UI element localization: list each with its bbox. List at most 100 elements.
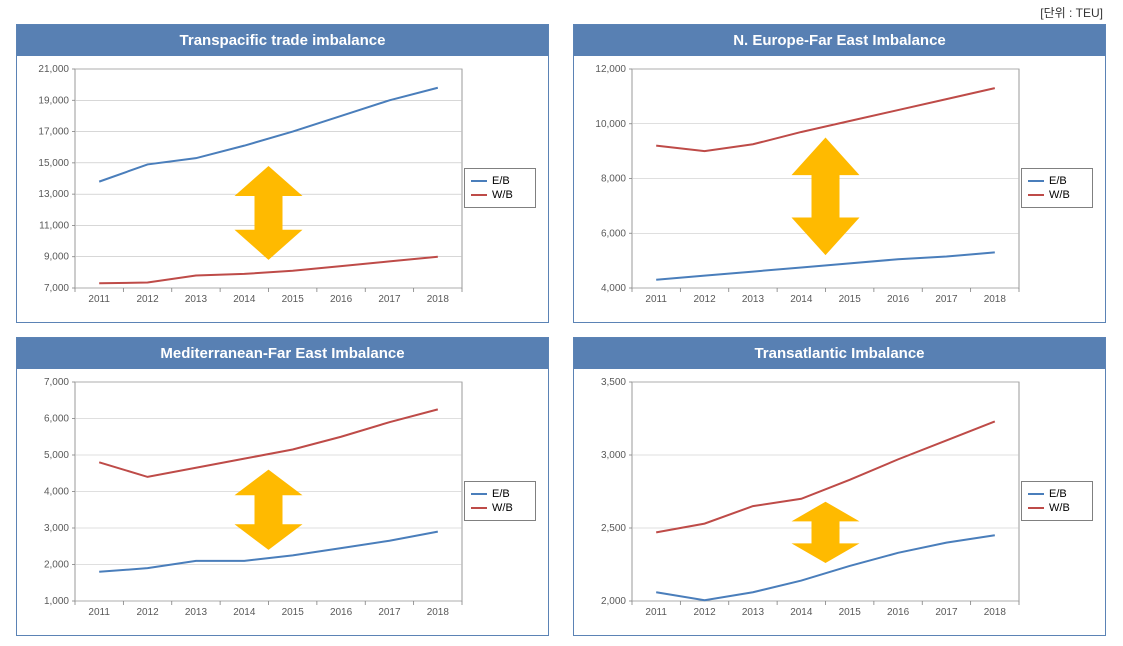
legend-label-wb: W/B <box>492 502 513 514</box>
svg-text:4,000: 4,000 <box>44 487 69 498</box>
legend: E/B W/B <box>1021 481 1093 521</box>
svg-text:3,500: 3,500 <box>601 377 626 388</box>
svg-text:2,000: 2,000 <box>44 560 69 571</box>
svg-text:9,000: 9,000 <box>44 252 69 263</box>
legend-swatch-eb <box>471 180 487 182</box>
svg-text:2016: 2016 <box>887 294 910 305</box>
svg-text:2012: 2012 <box>693 294 716 305</box>
svg-text:13,000: 13,000 <box>38 189 69 200</box>
svg-text:2011: 2011 <box>645 294 667 305</box>
panel-transpacific: Transpacific trade imbalance 7,000 9,000 1… <box>16 24 549 323</box>
svg-text:2,000: 2,000 <box>601 596 626 607</box>
page: [단위 : TEU] Transpacific trade imbalance … <box>0 0 1123 646</box>
svg-text:12,000: 12,000 <box>595 64 626 75</box>
svg-text:2017: 2017 <box>935 607 958 618</box>
legend-item-eb: E/B <box>471 175 529 187</box>
svg-text:2015: 2015 <box>282 294 305 305</box>
svg-text:3,000: 3,000 <box>601 450 626 461</box>
svg-text:2014: 2014 <box>790 607 813 618</box>
legend-swatch-wb <box>1028 507 1044 509</box>
legend-item-wb: W/B <box>1028 189 1086 201</box>
svg-text:2015: 2015 <box>839 607 862 618</box>
legend-item-eb: E/B <box>1028 175 1086 187</box>
legend-item-eb: E/B <box>471 488 529 500</box>
chart-area: 7,000 9,000 11,000 13,000 15,000 17,000 19,000… <box>25 61 540 314</box>
panel-neurope: N. Europe-Far East Imbalance 4,000 6,000 8… <box>573 24 1106 323</box>
svg-text:2018: 2018 <box>427 607 450 618</box>
chart-svg: 1,000 2,000 3,000 4,000 5,000 6,000 7,000 2011 2… <box>25 374 540 627</box>
svg-text:3,000: 3,000 <box>44 523 69 534</box>
svg-text:4,000: 4,000 <box>601 283 626 294</box>
chart-svg: 4,000 6,000 8,000 10,000 12,000 2011 2012 2013 2… <box>582 61 1097 314</box>
panel-title: Mediterranean-Far East Imbalance <box>17 338 548 369</box>
svg-text:2011: 2011 <box>88 294 110 305</box>
legend: E/B W/B <box>1021 168 1093 208</box>
legend-item-eb: E/B <box>1028 488 1086 500</box>
legend-swatch-wb <box>471 507 487 509</box>
legend-label-wb: W/B <box>1049 502 1070 514</box>
svg-text:2016: 2016 <box>330 607 353 618</box>
svg-text:2017: 2017 <box>378 607 401 618</box>
svg-text:2013: 2013 <box>742 607 765 618</box>
legend-label-eb: E/B <box>1049 175 1067 187</box>
svg-text:2014: 2014 <box>790 294 813 305</box>
svg-text:2015: 2015 <box>282 607 305 618</box>
svg-text:2012: 2012 <box>693 607 716 618</box>
svg-text:8,000: 8,000 <box>601 174 626 185</box>
svg-text:2012: 2012 <box>136 294 159 305</box>
panel-title: N. Europe-Far East Imbalance <box>574 25 1105 56</box>
panel-title: Transpacific trade imbalance <box>17 25 548 56</box>
svg-text:2013: 2013 <box>742 294 765 305</box>
legend: E/B W/B <box>464 481 536 521</box>
chart-grid: Transpacific trade imbalance 7,000 9,000 1… <box>16 24 1106 636</box>
svg-text:17,000: 17,000 <box>38 127 69 138</box>
svg-text:2,500: 2,500 <box>601 523 626 534</box>
legend-label-eb: E/B <box>492 488 510 500</box>
svg-text:2011: 2011 <box>645 607 667 618</box>
svg-text:2015: 2015 <box>839 294 862 305</box>
svg-text:2011: 2011 <box>88 607 110 618</box>
svg-text:2016: 2016 <box>330 294 353 305</box>
svg-text:19,000: 19,000 <box>38 95 69 106</box>
svg-text:2018: 2018 <box>984 607 1007 618</box>
svg-text:7,000: 7,000 <box>44 283 69 294</box>
legend-swatch-eb <box>1028 493 1044 495</box>
svg-text:2014: 2014 <box>233 607 256 618</box>
chart-area: 2,000 2,500 3,000 3,500 2011 2012 2013 2014 2015… <box>582 374 1097 627</box>
panel-transatlantic: Transatlantic Imbalance 2,000 2,500 3,000 3… <box>573 337 1106 636</box>
legend-item-wb: W/B <box>1028 502 1086 514</box>
legend-label-eb: E/B <box>1049 488 1067 500</box>
svg-text:6,000: 6,000 <box>44 414 69 425</box>
svg-text:10,000: 10,000 <box>595 119 626 130</box>
legend-label-eb: E/B <box>492 175 510 187</box>
svg-text:7,000: 7,000 <box>44 377 69 388</box>
legend-swatch-wb <box>1028 194 1044 196</box>
chart-area: 1,000 2,000 3,000 4,000 5,000 6,000 7,000 2011 2… <box>25 374 540 627</box>
svg-text:1,000: 1,000 <box>44 596 69 607</box>
svg-text:11,000: 11,000 <box>39 220 69 231</box>
chart-svg: 2,000 2,500 3,000 3,500 2011 2012 2013 2014 2015… <box>582 374 1097 627</box>
legend-item-wb: W/B <box>471 502 529 514</box>
legend: E/B W/B <box>464 168 536 208</box>
svg-text:21,000: 21,000 <box>38 64 69 75</box>
svg-text:2017: 2017 <box>378 294 401 305</box>
chart-area: 4,000 6,000 8,000 10,000 12,000 2011 2012 2013 2… <box>582 61 1097 314</box>
svg-text:2018: 2018 <box>427 294 450 305</box>
svg-text:2018: 2018 <box>984 294 1007 305</box>
svg-text:2013: 2013 <box>185 294 208 305</box>
unit-label: [단위 : TEU] <box>1040 4 1103 21</box>
panel-title: Transatlantic Imbalance <box>574 338 1105 369</box>
legend-item-wb: W/B <box>471 189 529 201</box>
legend-swatch-eb <box>1028 180 1044 182</box>
panel-med: Mediterranean-Far East Imbalance 1,000 2,… <box>16 337 549 636</box>
svg-text:5,000: 5,000 <box>44 450 69 461</box>
legend-swatch-wb <box>471 194 487 196</box>
legend-label-wb: W/B <box>1049 189 1070 201</box>
svg-text:2017: 2017 <box>935 294 958 305</box>
svg-text:6,000: 6,000 <box>601 228 626 239</box>
svg-text:15,000: 15,000 <box>38 158 69 169</box>
legend-label-wb: W/B <box>492 189 513 201</box>
legend-swatch-eb <box>471 493 487 495</box>
svg-text:2012: 2012 <box>136 607 159 618</box>
svg-text:2014: 2014 <box>233 294 256 305</box>
